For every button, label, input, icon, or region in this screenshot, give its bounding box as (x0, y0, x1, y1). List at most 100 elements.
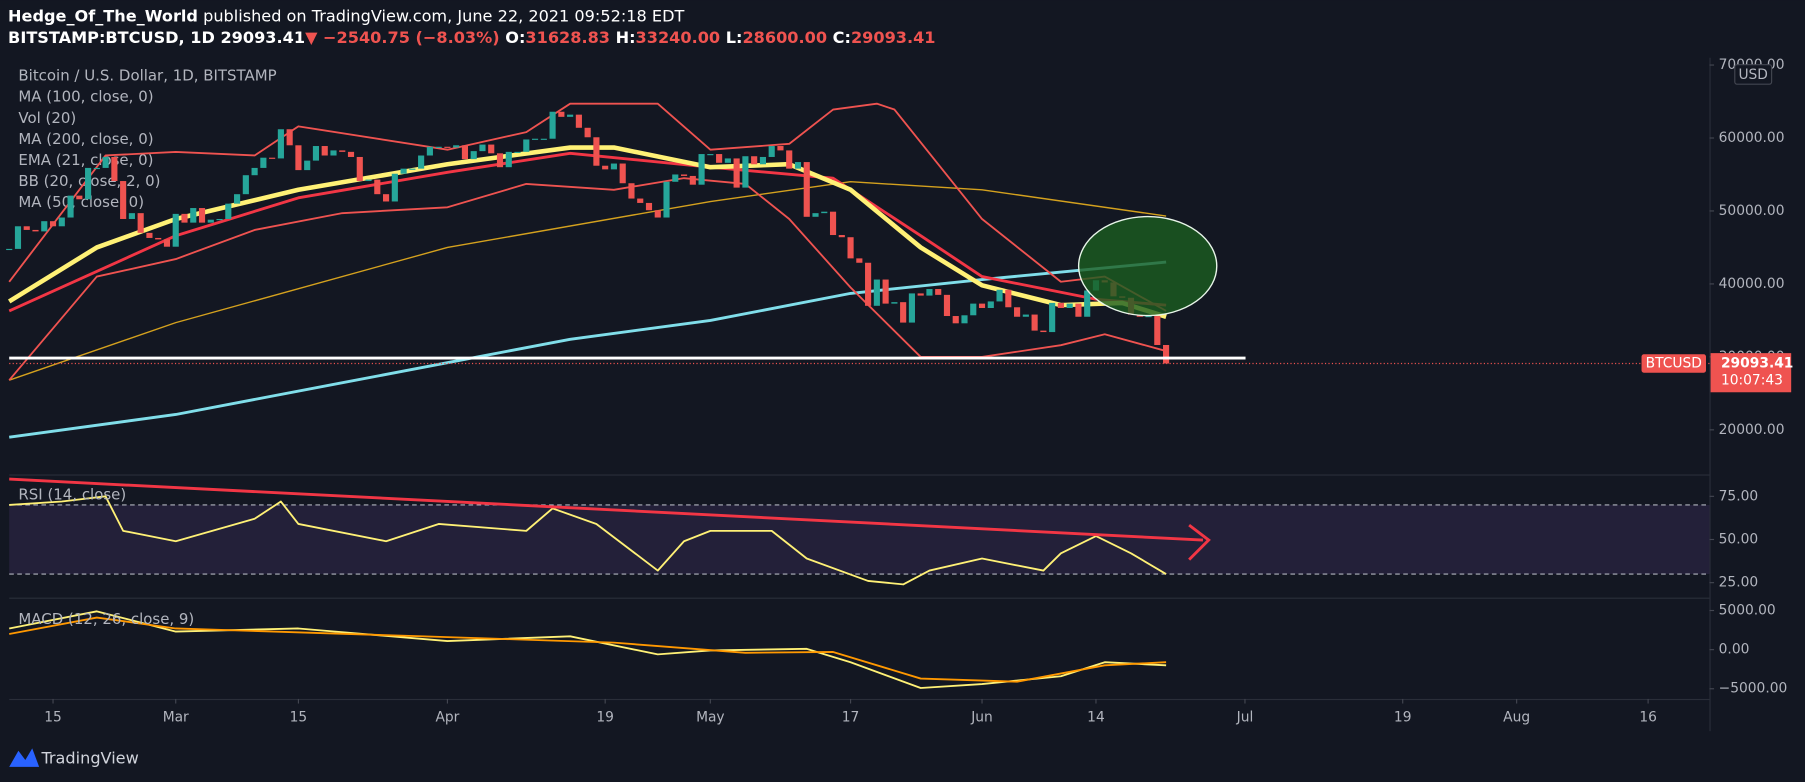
legend-entry: MA (50, close, 0) (18, 193, 144, 211)
candle (1014, 307, 1021, 317)
y-tick-label: 40000.00 (1719, 276, 1785, 292)
legend-entry: MA (100, close, 0) (18, 88, 153, 106)
highlight-ellipse (1077, 215, 1218, 317)
candle (67, 195, 74, 218)
candle (286, 129, 293, 146)
candle (418, 155, 425, 169)
y-tick-label: 0.00 (1719, 642, 1750, 658)
candle (102, 156, 109, 168)
currency: USD (1738, 67, 1767, 83)
candle (523, 139, 530, 152)
x-tick-label: 17 (842, 709, 860, 725)
candle (584, 127, 591, 138)
y-tick-label: 60000.00 (1719, 130, 1785, 146)
candle (698, 154, 705, 185)
candle (225, 203, 232, 219)
candle (900, 302, 907, 323)
change: ▼ −2540.75 (−8.03%) (305, 28, 500, 47)
candle (777, 146, 784, 151)
logo (9, 748, 40, 767)
y-tick-label: 25.00 (1719, 575, 1759, 591)
candle (295, 145, 302, 171)
candle (339, 150, 346, 152)
y-tick-label: 75.00 (1719, 488, 1759, 504)
candle (58, 217, 65, 227)
candle (172, 213, 179, 247)
candle (1049, 302, 1056, 333)
candle (146, 232, 153, 238)
indicator-line (8, 177, 1167, 381)
candle (426, 146, 433, 156)
pane-separator (9, 597, 1710, 599)
candle (575, 114, 582, 128)
candle (321, 146, 328, 156)
candle (663, 181, 670, 218)
candle (312, 146, 320, 161)
candle (128, 213, 135, 219)
candle (672, 174, 679, 182)
pane-separator (9, 698, 1710, 701)
candle (680, 174, 688, 176)
ohlc-line: BITSTAMP:BTCUSD, 1D 29093.41▼ −2540.75 (… (8, 28, 935, 47)
candle (926, 289, 933, 296)
c: 29093.41 (851, 28, 936, 47)
macd-legend: MACD (12, 26, close, 9) (18, 610, 194, 628)
candle (41, 221, 48, 232)
candle (383, 194, 390, 202)
candle (891, 302, 898, 304)
candle (470, 151, 477, 160)
candle (216, 218, 223, 221)
candle (277, 129, 284, 159)
x-tick-label: Aug (1503, 709, 1530, 725)
candle (1084, 290, 1091, 317)
candle (1154, 316, 1161, 345)
candle (391, 173, 398, 202)
candle (163, 239, 171, 247)
candle (260, 157, 267, 168)
candle (759, 156, 766, 165)
y-tick-label: 5000.00 (1719, 603, 1776, 619)
candle (1040, 330, 1047, 333)
candle (786, 150, 793, 169)
candle (453, 145, 460, 148)
candle (1075, 303, 1082, 317)
last: 29093.41 (220, 28, 305, 47)
header-line: Hedge_Of_The_World published on TradingV… (8, 6, 684, 25)
x-tick-label: 14 (1087, 709, 1105, 725)
candle (488, 144, 495, 154)
candle (996, 289, 1003, 302)
candle (6, 248, 13, 251)
candle (120, 181, 127, 219)
indicator-line (8, 102, 1167, 312)
currency-box (1734, 64, 1773, 85)
price-tag-value: 29093.41 (1721, 355, 1793, 371)
candle (978, 303, 986, 308)
candle (1031, 314, 1038, 331)
symbol-tag (1641, 354, 1707, 373)
candle (549, 111, 556, 139)
legend-entry: MA (200, close, 0) (18, 130, 153, 148)
x-tick-label: 19 (596, 709, 614, 725)
price-tag (1710, 353, 1792, 393)
candle (76, 195, 83, 200)
candle (14, 226, 22, 249)
candle (961, 315, 968, 324)
candle (724, 158, 731, 163)
h-label: H: (616, 28, 636, 47)
x-tick-label: Jun (970, 709, 993, 725)
candle (882, 279, 889, 304)
rsi-band-fill (9, 504, 1710, 575)
x-tick-label: Apr (435, 709, 459, 725)
y-tick-label: −5000.00 (1719, 681, 1788, 697)
candle (610, 163, 618, 170)
x-tick-label: May (696, 709, 725, 725)
candle (269, 157, 276, 159)
candle (304, 160, 311, 171)
o-label: O: (505, 28, 525, 47)
candle (1163, 344, 1170, 364)
candle (496, 153, 504, 168)
candle (181, 213, 188, 223)
candle (865, 262, 872, 306)
candle (461, 145, 469, 160)
